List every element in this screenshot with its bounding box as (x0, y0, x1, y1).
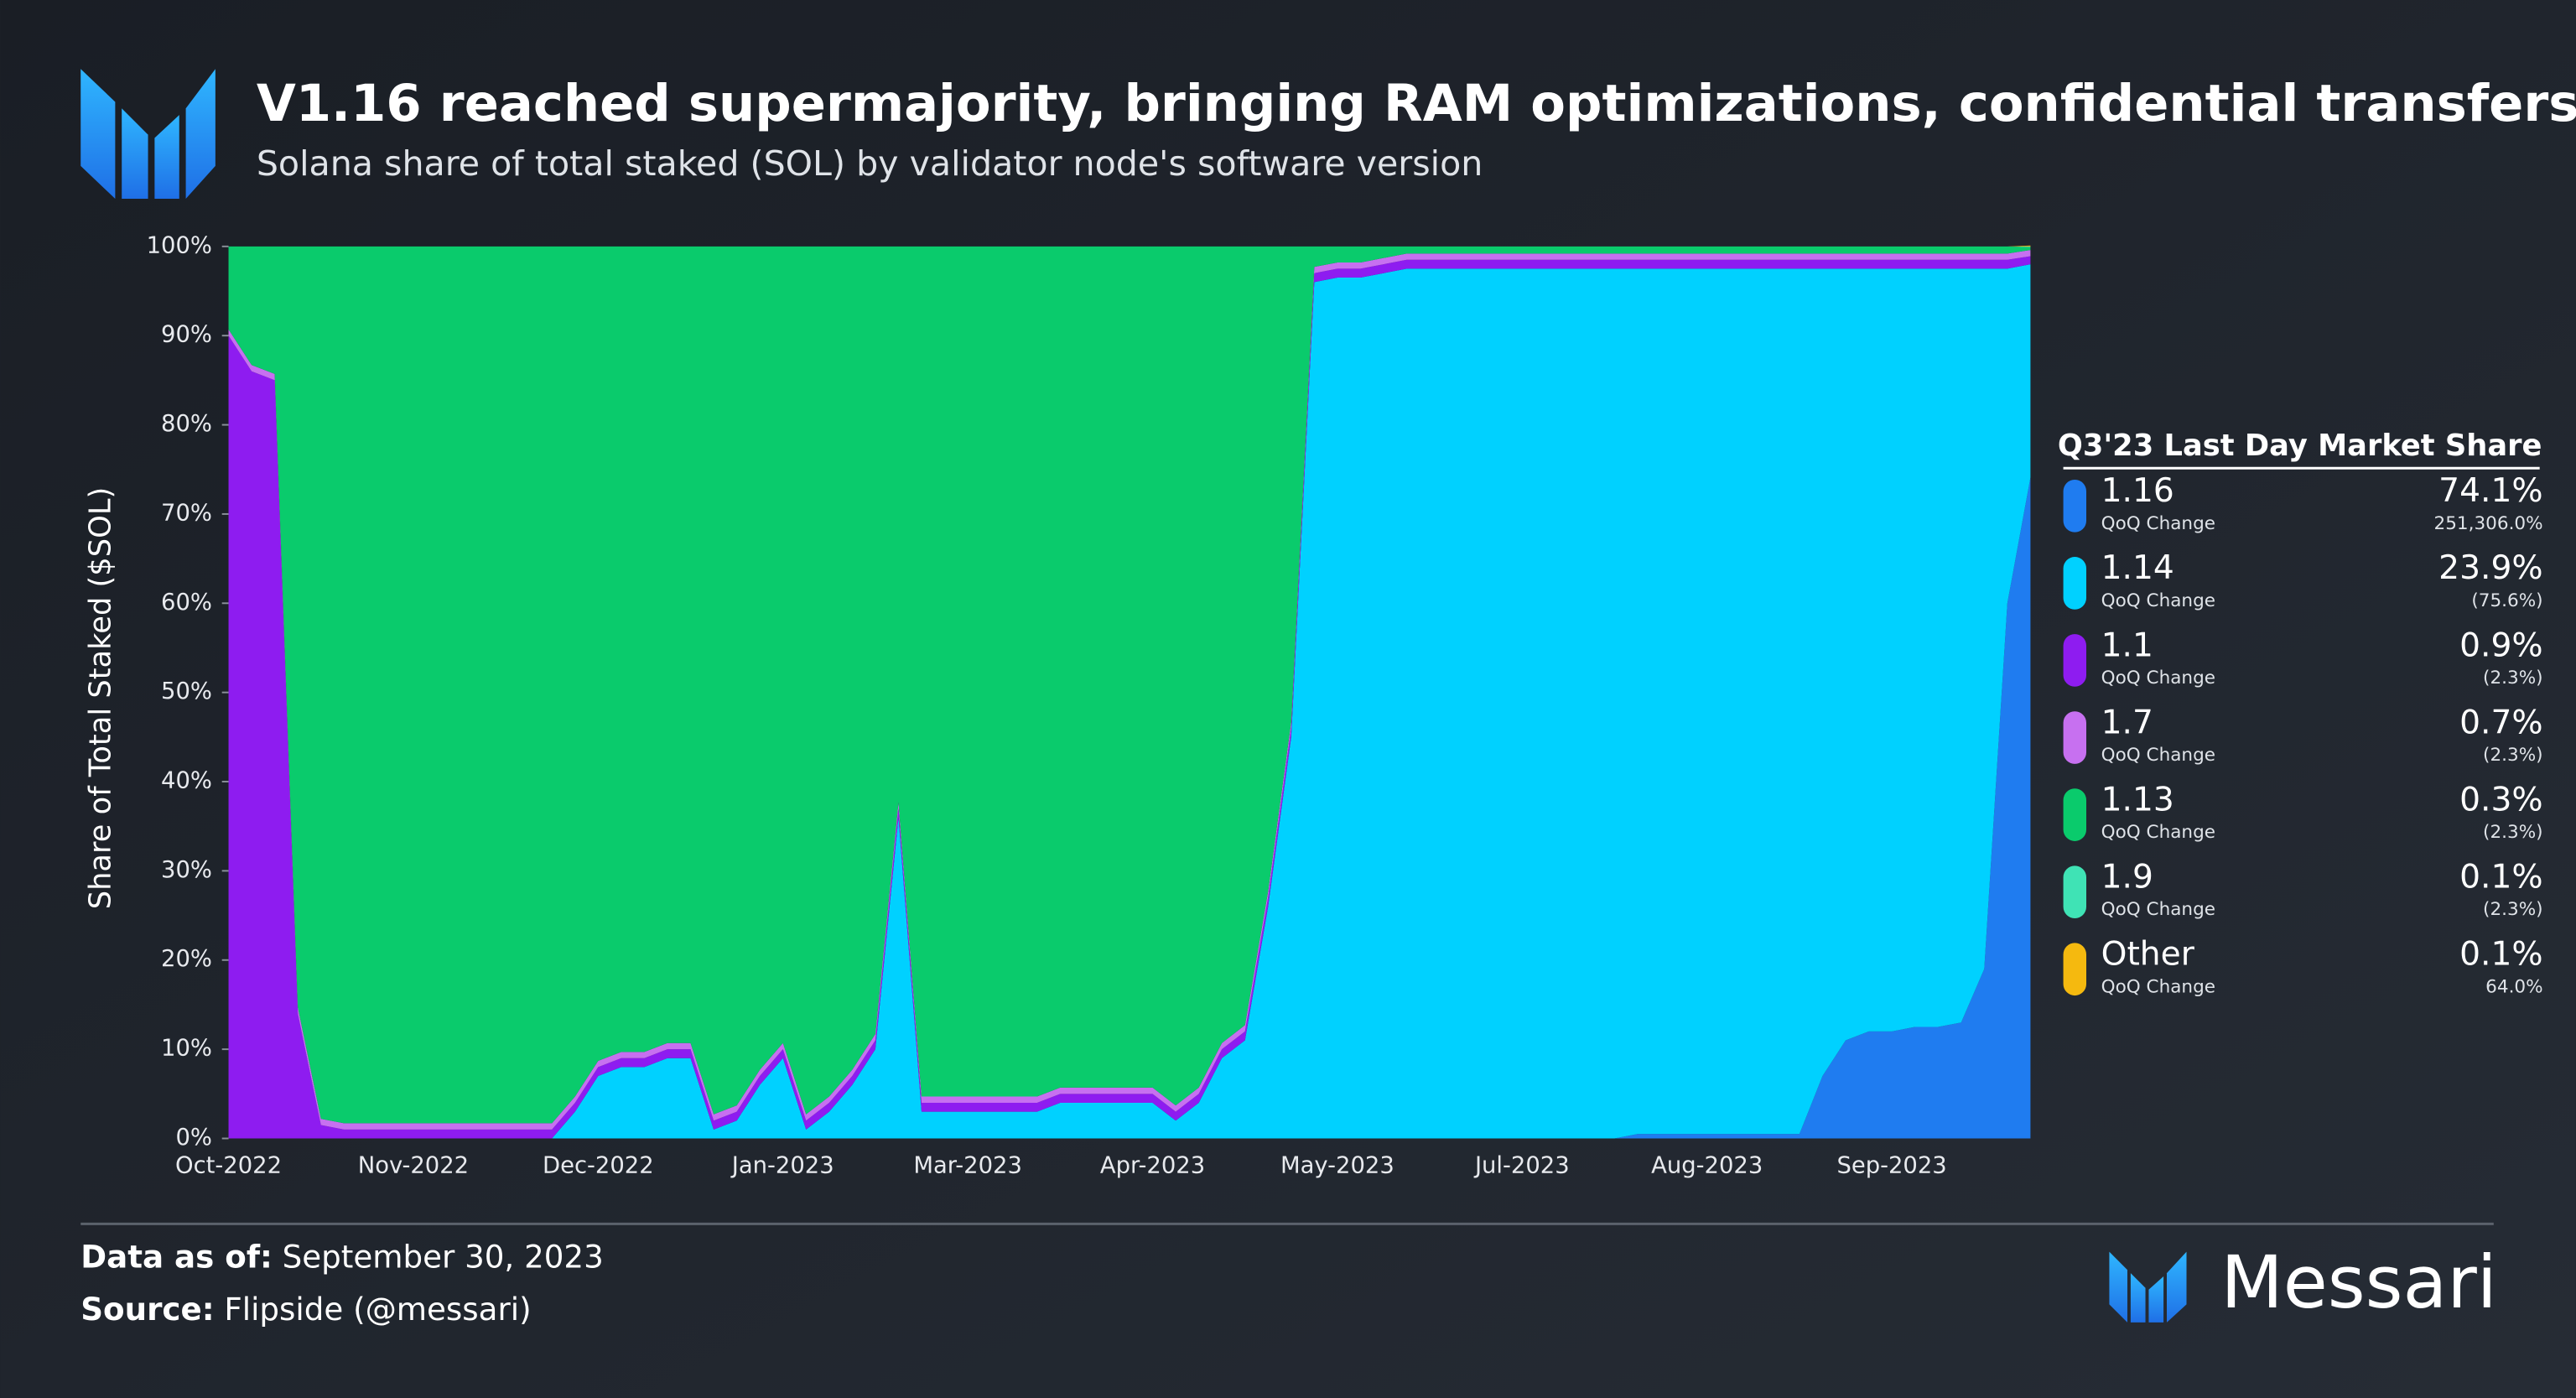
logo (80, 69, 216, 200)
area (228, 477, 2031, 1139)
footer-source: Source: Flipside (@messari) (80, 1291, 531, 1328)
y-axis-label: Share of Total Staked ($SOL) (84, 487, 118, 910)
legend-name: 1.9 (2101, 858, 2153, 896)
footer-date: Data as of: September 30, 2023 (80, 1238, 604, 1275)
legend-change: (2.3%) (2483, 899, 2543, 920)
y-tick-label: 100% (147, 232, 212, 258)
legend-swatch (2063, 711, 2087, 764)
footer-value: Flipside (@messari) (224, 1291, 531, 1328)
legend: Q3'23 Last Day Market Share 1.16 QoQ Chan… (2058, 429, 2543, 997)
legend-sublabel: QoQ Change (2101, 513, 2215, 534)
legend-sublabel: QoQ Change (2101, 822, 2215, 843)
brand-logo (2109, 1251, 2187, 1323)
legend-change: (2.3%) (2483, 745, 2543, 766)
legend-name: 1.1 (2101, 626, 2153, 664)
area (228, 264, 2031, 1139)
x-tick-label: Oct-2022 (175, 1152, 282, 1178)
legend-sublabel: QoQ Change (2101, 976, 2215, 997)
y-tick-label: 40% (161, 768, 212, 794)
y-tick-label: 50% (161, 678, 212, 704)
brand-name: Messari (2220, 1241, 2496, 1325)
legend-share: 0.3% (2459, 781, 2542, 819)
x-tick-label: Apr-2023 (1100, 1152, 1205, 1178)
x-tick-label: Jul-2023 (1473, 1152, 1570, 1178)
legend-change: (2.3%) (2483, 822, 2543, 843)
legend-share: 0.1% (2459, 858, 2542, 896)
legend-sublabel: QoQ Change (2101, 899, 2215, 920)
y-tick-label: 10% (161, 1036, 212, 1062)
y-tick-label: 90% (161, 322, 212, 348)
legend-swatch (2063, 865, 2087, 919)
legend-sublabel: QoQ Change (2101, 668, 2215, 689)
legend-name: 1.14 (2101, 549, 2174, 587)
legend-share: 0.9% (2459, 626, 2542, 664)
plot-area (228, 245, 2031, 1139)
footer-key: Data as of: (80, 1238, 273, 1275)
chart-title: V1.16 reached supermajority, bringing RA… (257, 75, 2576, 133)
footer-key: Source: (80, 1291, 214, 1328)
legend-title: Q3'23 Last Day Market Share (2058, 429, 2542, 463)
y-tick-label: 60% (161, 590, 212, 616)
x-tick-label: Nov-2022 (358, 1152, 469, 1178)
legend-swatch (2063, 479, 2087, 533)
legend-name: 1.7 (2101, 704, 2153, 741)
legend-swatch (2063, 634, 2087, 687)
y-tick-label: 70% (161, 500, 212, 526)
legend-change: (2.3%) (2483, 668, 2543, 689)
legend-sublabel: QoQ Change (2101, 590, 2215, 611)
legend-share: 0.7% (2459, 704, 2542, 741)
x-tick-label: Jan-2023 (730, 1152, 834, 1178)
legend-change: 251,306.0% (2434, 513, 2543, 534)
x-tick-label: Mar-2023 (913, 1152, 1022, 1178)
legend-share: 0.1% (2459, 936, 2542, 974)
footer-value: September 30, 2023 (283, 1238, 604, 1275)
legend-swatch (2063, 557, 2087, 610)
legend-name: Other (2101, 936, 2195, 974)
x-tick-label: Dec-2022 (543, 1152, 654, 1178)
legend-share: 74.1% (2438, 472, 2542, 510)
legend-swatch (2063, 788, 2087, 841)
x-tick-label: Sep-2023 (1836, 1152, 1946, 1178)
legend-change: 64.0% (2485, 976, 2542, 997)
legend-change: (75.6%) (2471, 590, 2542, 611)
legend-sublabel: QoQ Change (2101, 745, 2215, 766)
x-tick-label: Aug-2023 (1651, 1152, 1763, 1178)
y-tick-label: 0% (175, 1125, 211, 1151)
y-tick-label: 80% (161, 411, 212, 437)
y-tick-label: 30% (161, 857, 212, 883)
legend-swatch (2063, 943, 2087, 996)
area (228, 246, 2031, 1124)
chart-subtitle: Solana share of total staked (SOL) by va… (257, 143, 1483, 184)
y-tick-label: 20% (161, 946, 212, 972)
x-tick-label: May-2023 (1280, 1152, 1394, 1178)
legend-share: 23.9% (2438, 549, 2542, 587)
legend-name: 1.13 (2101, 781, 2174, 819)
legend-name: 1.16 (2101, 472, 2174, 510)
